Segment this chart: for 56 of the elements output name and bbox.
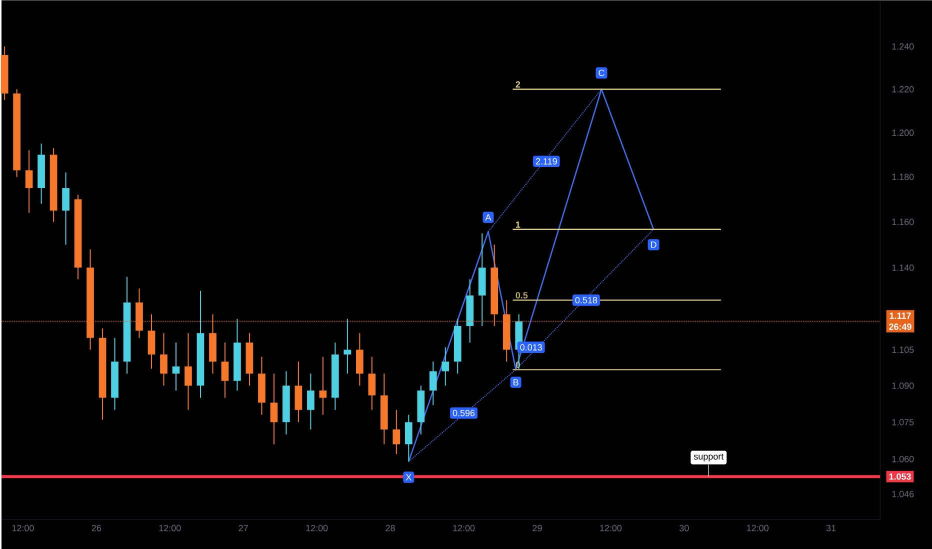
- x-tick-label: 29: [532, 524, 542, 532]
- series-label: 0.5: [516, 292, 528, 298]
- annotation: D: [651, 241, 656, 248]
- y-tick-label: 1.160: [892, 218, 914, 225]
- x-tick-label: 26: [92, 524, 102, 532]
- candlestick: [62, 172, 70, 246]
- candlestick: [442, 346, 450, 386]
- candlestick: [221, 342, 229, 398]
- candlestick: [392, 409, 400, 454]
- x-tick-label: 12:00: [747, 524, 769, 532]
- annotation: C: [598, 70, 604, 76]
- y-tick-label: 1.075: [892, 418, 914, 426]
- candlestick: [148, 314, 156, 370]
- y-tick-label: 1.180: [892, 174, 914, 180]
- annotation: A: [485, 214, 492, 220]
- y-tick-label: 1.046: [892, 490, 914, 498]
- y-tick-label: 1.090: [892, 382, 914, 389]
- y-tick-label: 1.105: [892, 346, 914, 353]
- candlestick: [184, 332, 192, 410]
- candlestick: [307, 372, 314, 430]
- candlestick: [172, 342, 180, 391]
- ref-line-label: 1.117: [890, 312, 911, 319]
- y-tick-label: 1.200: [892, 129, 914, 136]
- candlestick: [319, 356, 327, 416]
- candlestick: [344, 318, 352, 374]
- annotation: B: [514, 379, 518, 386]
- series-label: 1: [516, 221, 520, 228]
- candlestick: [429, 360, 437, 406]
- y-tick-label: 1.220: [892, 86, 914, 92]
- annotation: 0.518: [575, 296, 598, 304]
- candlestick: [25, 150, 33, 214]
- x-tick-label: 12:00: [12, 524, 34, 532]
- x-tick-label: 12:00: [159, 524, 181, 532]
- candlestick: [270, 372, 278, 445]
- candlestick: [368, 356, 376, 410]
- x-tick-label: 12:00: [453, 524, 475, 532]
- annotation: support: [694, 454, 724, 462]
- x-tick-label: 12:00: [600, 524, 622, 532]
- annotation: 0.013: [520, 344, 542, 350]
- ref-line-label: 1.053: [889, 473, 911, 480]
- y-tick-label: 1.140: [892, 264, 914, 271]
- text: 26:49: [889, 323, 912, 330]
- annotation: 0.596: [452, 410, 475, 416]
- x-tick-label: 31: [826, 524, 836, 532]
- x-tick-label: 12:00: [306, 524, 328, 532]
- candlestick: [356, 332, 364, 386]
- y-tick-label: 1.060: [892, 456, 914, 462]
- series-label: 2: [516, 81, 520, 88]
- annotation: X: [406, 474, 412, 480]
- candlestick: [160, 332, 168, 386]
- annotation: 2.119: [536, 158, 557, 164]
- candlestick: [404, 414, 412, 462]
- x-tick-label: 27: [238, 524, 248, 531]
- x-tick-label: 30: [680, 524, 689, 532]
- y-tick-label: 1.240: [892, 43, 914, 50]
- x-tick-label: 28: [386, 524, 395, 532]
